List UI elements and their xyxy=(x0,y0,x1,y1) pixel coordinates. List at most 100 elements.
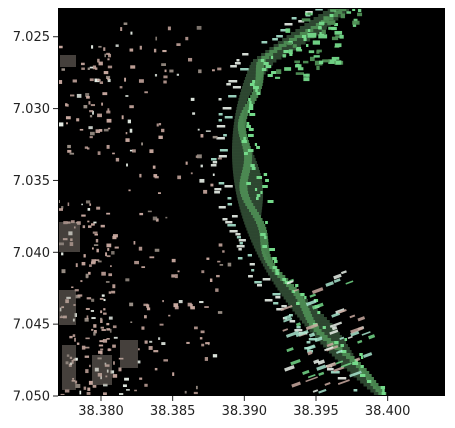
field-strip xyxy=(349,370,362,378)
vegetation-strip xyxy=(242,197,251,200)
settlement-speck xyxy=(94,259,100,261)
vegetation-speck xyxy=(248,107,254,110)
settlement-speck xyxy=(102,339,108,343)
settlement-speck xyxy=(112,152,115,155)
vegetation-band xyxy=(309,329,338,333)
vegetation-speck xyxy=(334,341,339,344)
field-speck xyxy=(248,275,253,278)
vegetation-speck xyxy=(313,55,320,58)
field-speck xyxy=(276,308,284,311)
settlement-speck xyxy=(210,183,214,187)
settlement-speck xyxy=(205,130,211,132)
vegetation-speck xyxy=(314,60,323,66)
vegetation-strip xyxy=(237,122,246,125)
field-speck xyxy=(218,206,226,209)
settlement-speck xyxy=(217,157,222,160)
vegetation-speck xyxy=(256,92,261,95)
settlement-speck xyxy=(115,157,120,162)
y-tick-label: 7.040 xyxy=(13,246,50,261)
vegetation-strip xyxy=(311,326,320,329)
vegetation-strip xyxy=(240,176,249,179)
settlement-speck xyxy=(83,105,88,109)
settlement-speck xyxy=(200,164,203,168)
settlement-speck xyxy=(106,369,109,373)
vegetation-speck xyxy=(294,60,301,64)
settlement-speck xyxy=(165,216,168,219)
settlement-speck xyxy=(100,224,105,228)
settlement-speck xyxy=(199,337,203,340)
settlement-speck xyxy=(185,36,189,41)
vegetation-band xyxy=(322,11,346,15)
settlement-speck xyxy=(178,300,183,304)
vegetation-band xyxy=(363,383,374,387)
vegetation-speck xyxy=(334,23,338,26)
settlement-speck xyxy=(129,48,134,52)
vegetation-speck xyxy=(276,69,282,75)
vegetation-speck xyxy=(247,110,251,113)
x-axis: 38.380 38.385 38.390 38.395 38.400 xyxy=(78,396,410,419)
vegetation-speck xyxy=(316,65,320,71)
field-speck xyxy=(236,236,242,239)
field-speck xyxy=(308,338,317,341)
settlement-speck xyxy=(69,356,73,359)
vegetation-strip xyxy=(330,344,339,347)
vegetation-speck xyxy=(317,311,321,314)
vegetation-strip xyxy=(255,71,264,74)
vegetation-strip xyxy=(243,164,252,167)
settlement-speck xyxy=(200,330,205,334)
vegetation-strip xyxy=(240,194,249,197)
settlement-speck xyxy=(201,270,205,274)
vegetation-speck xyxy=(309,56,315,62)
settlement-speck xyxy=(227,262,232,267)
vegetation-strip xyxy=(278,44,287,47)
vegetation-speck xyxy=(341,350,347,353)
settlement-speck xyxy=(96,248,99,253)
vegetation-strip xyxy=(295,296,304,299)
vegetation-band xyxy=(242,83,257,87)
vegetation-band xyxy=(241,89,253,93)
field-speck xyxy=(228,95,237,98)
vegetation-speck xyxy=(308,50,315,54)
vegetation-strip xyxy=(260,242,269,245)
settlement-speck xyxy=(60,393,65,396)
vegetation-band xyxy=(269,47,297,51)
vegetation-speck xyxy=(248,128,254,131)
settlement-speck xyxy=(120,27,123,32)
field-speck xyxy=(264,299,273,302)
vegetation-speck xyxy=(249,104,254,107)
x-tick-label: 38.380 xyxy=(78,404,124,419)
y-tick-label: 7.045 xyxy=(13,318,50,333)
settlement-patch xyxy=(58,222,80,252)
settlement-speck xyxy=(149,256,155,259)
settlement-speck xyxy=(144,340,148,344)
vegetation-speck xyxy=(255,197,259,200)
settlement-speck xyxy=(139,173,142,178)
settlement-speck xyxy=(63,221,68,225)
settlement-speck xyxy=(119,86,123,89)
vegetation-band xyxy=(314,335,342,339)
settlement-speck xyxy=(95,67,98,70)
field-speck xyxy=(212,161,218,164)
vegetation-speck xyxy=(264,236,267,239)
vegetation-speck xyxy=(344,338,348,341)
field-strip xyxy=(283,317,293,323)
field-speck xyxy=(216,137,225,140)
vegetation-band xyxy=(268,272,280,276)
settlement-speck xyxy=(172,372,175,376)
settlement-speck xyxy=(99,340,104,343)
vegetation-speck xyxy=(283,50,289,53)
vegetation-strip xyxy=(250,212,259,215)
settlement-speck xyxy=(86,96,90,99)
vegetation-band xyxy=(232,149,252,153)
field-speck xyxy=(239,242,243,245)
settlement-speck xyxy=(161,342,166,346)
vegetation-strip xyxy=(250,95,259,98)
settlement-speck xyxy=(106,255,111,258)
settlement-speck xyxy=(125,132,128,135)
settlement-speck xyxy=(163,75,168,79)
vegetation-speck xyxy=(307,12,311,15)
settlement-speck xyxy=(176,43,181,46)
settlement-speck xyxy=(104,364,110,367)
settlement-speck xyxy=(112,234,118,238)
vegetation-speck xyxy=(295,72,304,75)
